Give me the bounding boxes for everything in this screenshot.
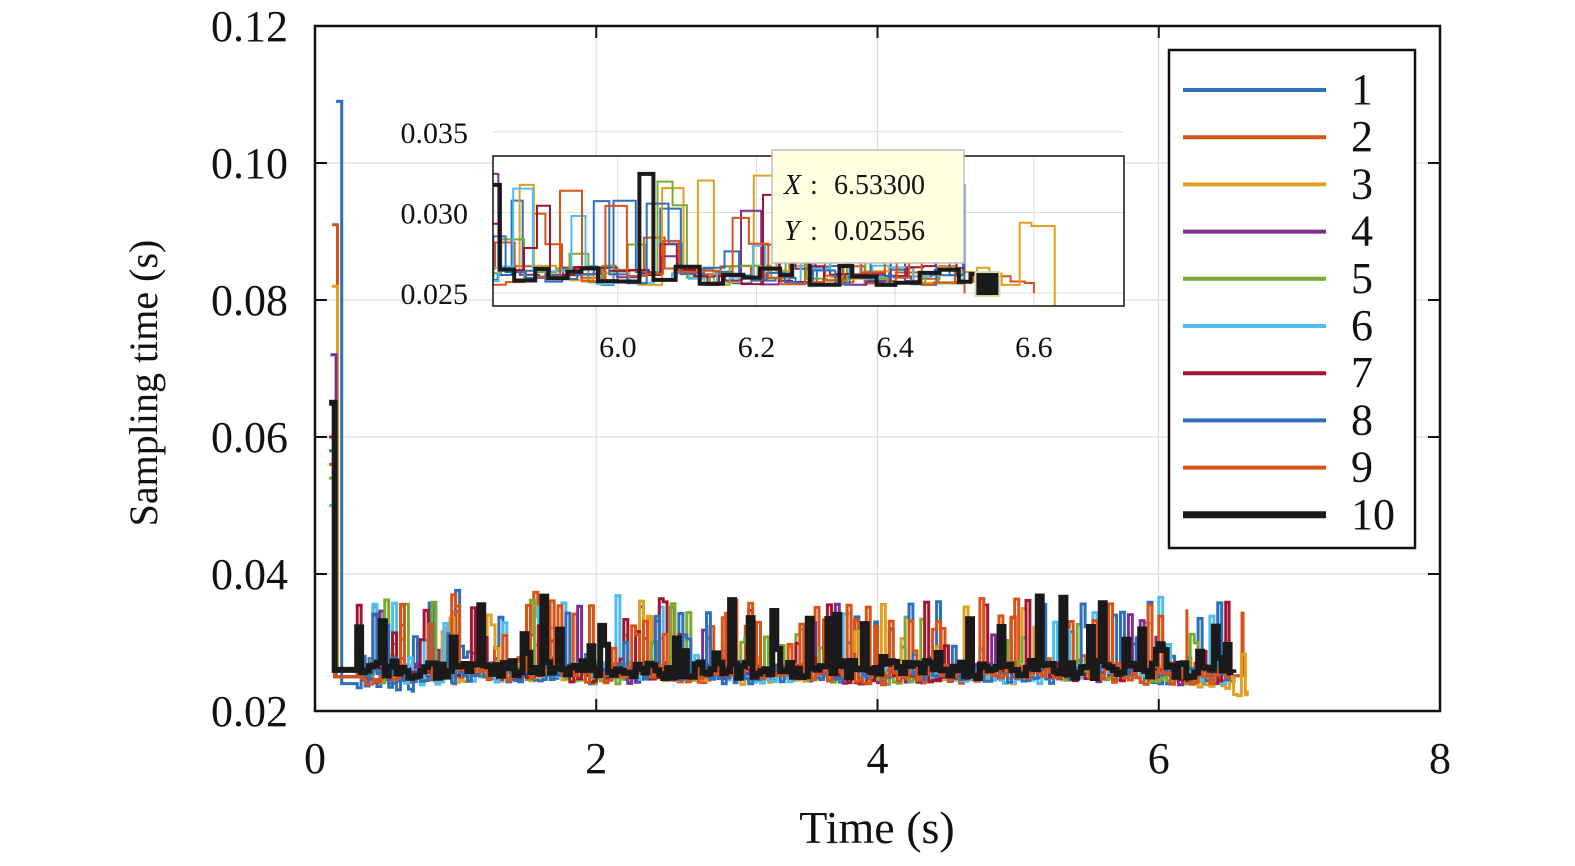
x-tick-label: 4 — [867, 734, 889, 783]
inset-ticks: 6.0 6.2 6.4 6.6 0.025 0.030 0.035 — [401, 117, 1053, 364]
legend-label: 6 — [1351, 301, 1373, 350]
y-tick-label: 0.08 — [211, 276, 288, 325]
legend-box — [1167, 48, 1417, 550]
datatip-x-label: X — [783, 170, 802, 201]
inset-y-tick-label: 0.025 — [401, 278, 469, 311]
legend-label: 1 — [1351, 65, 1373, 114]
legend-label: 5 — [1351, 254, 1373, 303]
x-axis-label: Time (s) — [799, 802, 955, 853]
datatip-x-sep: : — [810, 170, 818, 201]
inset-series-line-9 — [493, 186, 966, 294]
y-tick-label: 0.02 — [211, 687, 288, 736]
main-ticks: 0 2 4 6 8 0.02 0.04 0.06 0.08 0.10 0.12 — [211, 2, 1451, 783]
legend-label: 10 — [1351, 490, 1395, 539]
inset-x-tick-label: 6.2 — [738, 331, 776, 364]
x-tick-label: 0 — [304, 734, 326, 783]
y-axis-label: Sampling time (s) — [121, 240, 166, 527]
main-series-group — [329, 99, 1249, 698]
legend-label: 4 — [1351, 207, 1373, 256]
legend-label: 8 — [1351, 395, 1373, 444]
inset-y-tick-label: 0.035 — [401, 117, 469, 150]
x-tick-label: 2 — [585, 734, 607, 783]
datatip-marker — [974, 271, 1001, 298]
legend-label: 7 — [1351, 348, 1373, 397]
y-tick-label: 0.12 — [211, 2, 288, 51]
y-tick-label: 0.10 — [211, 139, 288, 188]
legend-label: 2 — [1351, 112, 1373, 161]
y-tick-label: 0.04 — [211, 550, 288, 599]
inset-series-line-6 — [493, 186, 966, 294]
inset-series-line-10 — [493, 171, 988, 287]
y-tick-label: 0.06 — [211, 413, 288, 462]
inset-zoom: 6.0 6.2 6.4 6.6 0.025 0.030 0.035 X : 6.53300 … — [401, 117, 1125, 364]
legend-label: 3 — [1351, 159, 1373, 208]
inset-x-tick-label: 6.6 — [1015, 331, 1053, 364]
datatip-y-label: Y — [784, 216, 803, 247]
x-tick-label: 8 — [1429, 734, 1451, 783]
series-line-10 — [329, 399, 1237, 682]
datatip-x-value: 6.53300 — [834, 170, 925, 201]
inset-x-tick-label: 6.0 — [599, 331, 637, 364]
inset-x-tick-label: 6.4 — [876, 331, 914, 364]
inset-y-tick-label: 0.030 — [401, 197, 469, 230]
datatip-y-value: 0.02556 — [834, 216, 925, 247]
datatip-box — [771, 149, 965, 264]
legend-label: 9 — [1351, 443, 1373, 492]
datatip: X : 6.53300 Y : 0.02556 — [771, 149, 1001, 298]
datatip-y-sep: : — [810, 216, 818, 247]
x-tick-label: 6 — [1148, 734, 1170, 783]
